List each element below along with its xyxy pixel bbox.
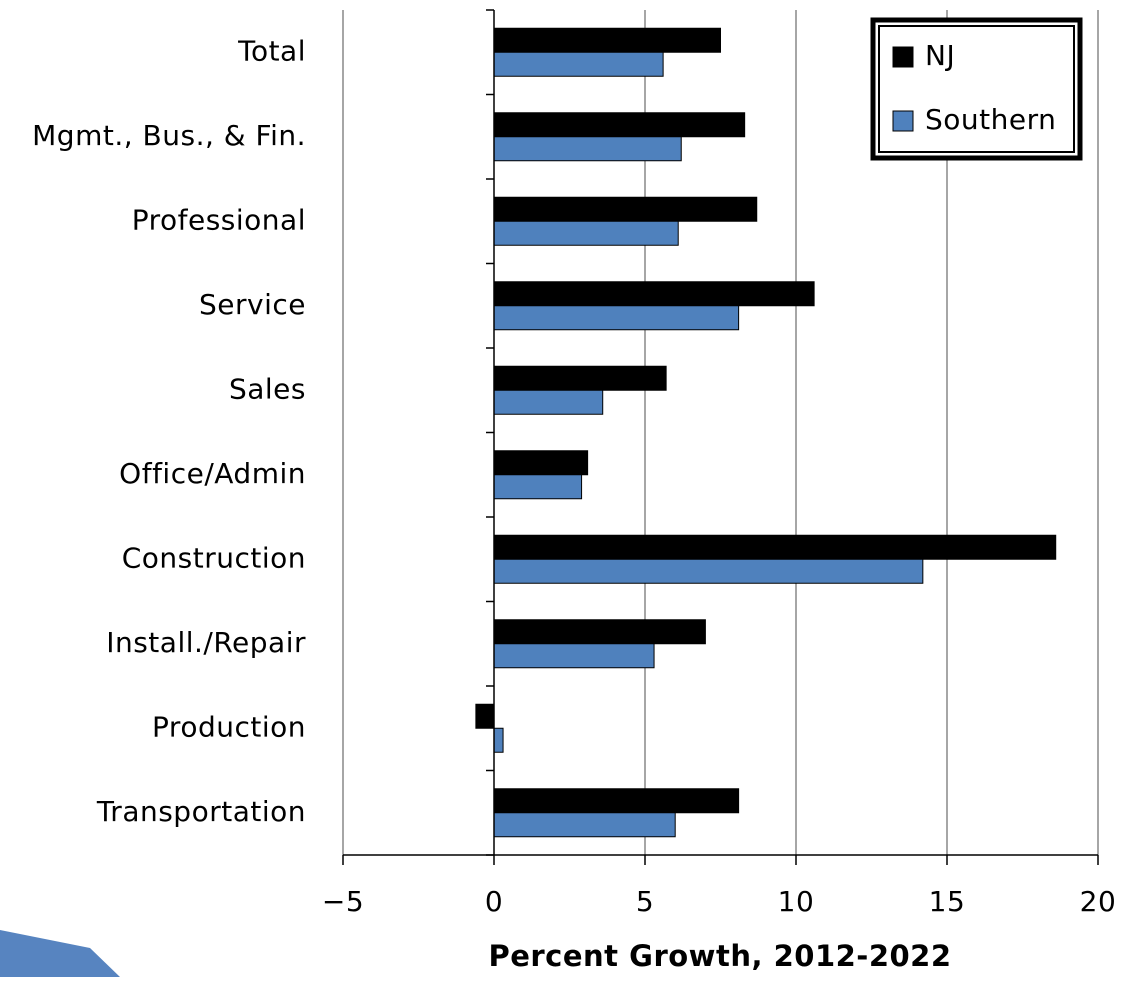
y-tick-label: Total (237, 34, 306, 67)
bar (493, 136, 682, 162)
bar (493, 788, 740, 814)
bar (493, 558, 924, 584)
x-tick-label: 15 (929, 885, 966, 918)
y-tick-label: Construction (122, 541, 306, 574)
bar (493, 51, 664, 77)
bar (493, 281, 815, 307)
decoration (0, 930, 120, 977)
legend-swatch (892, 110, 914, 132)
bar (493, 812, 676, 838)
bar (493, 619, 706, 645)
legend-label: NJ (925, 39, 955, 72)
x-axis-title: Percent Growth, 2012-2022 (488, 939, 951, 973)
y-tick-label: Professional (132, 203, 306, 236)
x-tick-label: 5 (636, 885, 654, 918)
y-tick-label: Service (199, 288, 306, 321)
x-tick-label: 10 (778, 885, 815, 918)
bar (493, 474, 583, 500)
legend-swatch (892, 46, 914, 68)
y-tick-label: Sales (229, 372, 306, 405)
y-tick-label: Office/Admin (119, 457, 306, 490)
y-tick-label: Production (152, 710, 306, 743)
bar (475, 703, 495, 729)
x-tick-label: 0 (485, 885, 503, 918)
bar (493, 305, 740, 331)
bar (493, 727, 504, 753)
legend-box-inner (878, 25, 1075, 153)
y-tick-label: Transportation (96, 795, 306, 828)
legend-label: Southern (925, 103, 1056, 136)
bar (493, 450, 589, 476)
bar (493, 27, 721, 53)
y-tick-label: Mgmt., Bus., & Fin. (32, 119, 306, 152)
bar (493, 389, 604, 415)
bar (493, 220, 679, 246)
x-tick-label: 20 (1080, 885, 1117, 918)
x-tick-label: −5 (322, 885, 364, 918)
bar (493, 365, 667, 391)
bar (493, 643, 655, 669)
bar (493, 196, 758, 222)
legend-box (870, 17, 1083, 161)
y-tick-label: Install./Repair (106, 626, 306, 659)
bar (493, 112, 746, 138)
bar (493, 534, 1057, 560)
